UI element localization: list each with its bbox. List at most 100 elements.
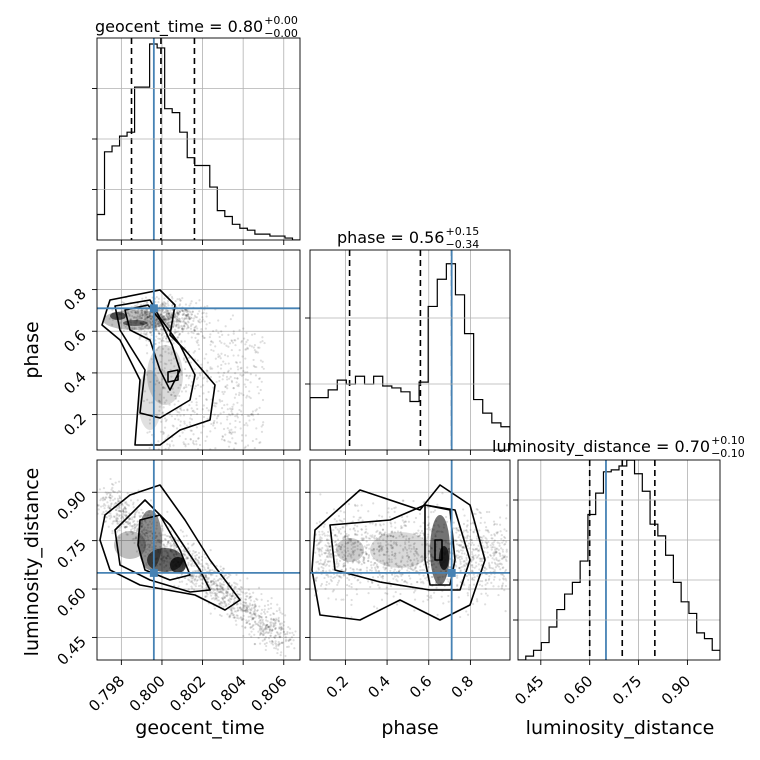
sample-point xyxy=(339,532,343,535)
sample-point xyxy=(219,412,222,415)
sample-point xyxy=(224,433,227,436)
sample-point xyxy=(131,532,134,536)
sample-point xyxy=(375,563,378,566)
sample-point xyxy=(155,521,159,524)
sample-point xyxy=(352,515,355,518)
sample-point xyxy=(270,629,273,633)
sample-point xyxy=(236,412,239,415)
sample-point xyxy=(272,612,275,615)
sample-point xyxy=(118,505,121,509)
sample-point xyxy=(168,318,172,321)
sample-point xyxy=(111,522,114,525)
sample-point xyxy=(199,321,202,324)
sample-point xyxy=(346,535,349,538)
sample-point xyxy=(466,592,469,595)
sample-point xyxy=(177,540,180,543)
sample-point xyxy=(228,377,231,380)
sample-point xyxy=(458,566,461,570)
sample-point xyxy=(240,590,243,593)
sample-point xyxy=(460,566,463,569)
sample-point xyxy=(167,324,171,327)
sample-point xyxy=(162,302,165,305)
sample-point xyxy=(271,628,274,632)
sample-point xyxy=(167,348,170,351)
sample-point xyxy=(213,582,216,585)
sample-point xyxy=(115,530,119,533)
sample-point xyxy=(105,493,109,496)
sample-point xyxy=(116,520,119,523)
sample-point xyxy=(234,344,237,347)
sample-point xyxy=(458,556,461,559)
sample-point xyxy=(155,535,158,538)
sample-point xyxy=(257,624,261,627)
sample-point xyxy=(216,588,219,591)
panel-frame xyxy=(96,37,301,241)
sample-point xyxy=(166,302,169,305)
sample-point xyxy=(116,516,119,519)
sample-point xyxy=(365,547,368,550)
sample-point xyxy=(337,545,341,548)
sample-point xyxy=(186,324,189,327)
sample-point xyxy=(183,310,186,313)
sample-point xyxy=(221,602,224,605)
y-tick-label: 0.75 xyxy=(53,536,89,572)
sample-point xyxy=(246,378,249,382)
sample-point xyxy=(181,328,184,331)
sample-point xyxy=(133,327,136,330)
sample-point xyxy=(277,633,280,636)
sample-point xyxy=(228,407,232,410)
sample-point xyxy=(220,586,224,590)
sample-point xyxy=(472,556,475,559)
sample-point xyxy=(122,329,125,333)
sample-point xyxy=(161,303,164,307)
sample-point xyxy=(166,541,170,544)
sample-point xyxy=(497,548,500,551)
sample-point xyxy=(99,505,103,508)
sample-point xyxy=(175,320,178,324)
sample-point xyxy=(197,320,200,323)
sample-point xyxy=(141,327,144,330)
sample-point xyxy=(265,625,268,628)
sample-point xyxy=(393,554,396,558)
sample-point xyxy=(189,361,192,364)
sample-point xyxy=(274,634,278,637)
sample-point xyxy=(396,580,399,583)
sample-point xyxy=(493,575,496,579)
sample-point xyxy=(220,601,223,604)
sample-point xyxy=(147,313,151,316)
sample-point xyxy=(181,309,184,313)
sample-point xyxy=(245,608,248,612)
sample-point xyxy=(481,539,484,542)
sample-point xyxy=(253,643,257,646)
sample-point xyxy=(257,412,260,416)
sample-point xyxy=(274,627,277,630)
sample-point xyxy=(200,328,203,331)
sample-point xyxy=(231,412,234,415)
sample-point xyxy=(174,331,177,334)
x-tick-label: 0.90 xyxy=(658,672,694,708)
sample-point xyxy=(246,394,249,397)
sample-point xyxy=(382,538,385,541)
sample-point xyxy=(135,316,138,319)
sample-point xyxy=(205,595,208,598)
sample-point xyxy=(184,361,187,364)
sample-point xyxy=(162,543,165,546)
sample-point xyxy=(161,539,164,542)
sample-point xyxy=(266,631,269,635)
sample-point xyxy=(384,566,387,569)
sample-point xyxy=(256,385,259,389)
sample-point xyxy=(166,510,169,513)
panel-frame xyxy=(517,459,721,661)
sample-point xyxy=(261,621,265,625)
sample-point xyxy=(209,579,213,583)
sample-point xyxy=(169,542,172,545)
sample-point xyxy=(154,326,157,329)
sample-point xyxy=(389,544,392,547)
sample-point xyxy=(183,358,186,361)
sample-point xyxy=(266,627,269,630)
sample-point xyxy=(245,453,247,455)
sample-point xyxy=(267,637,271,640)
sample-point xyxy=(259,627,263,630)
sample-point xyxy=(342,526,345,529)
sample-point xyxy=(504,542,507,546)
